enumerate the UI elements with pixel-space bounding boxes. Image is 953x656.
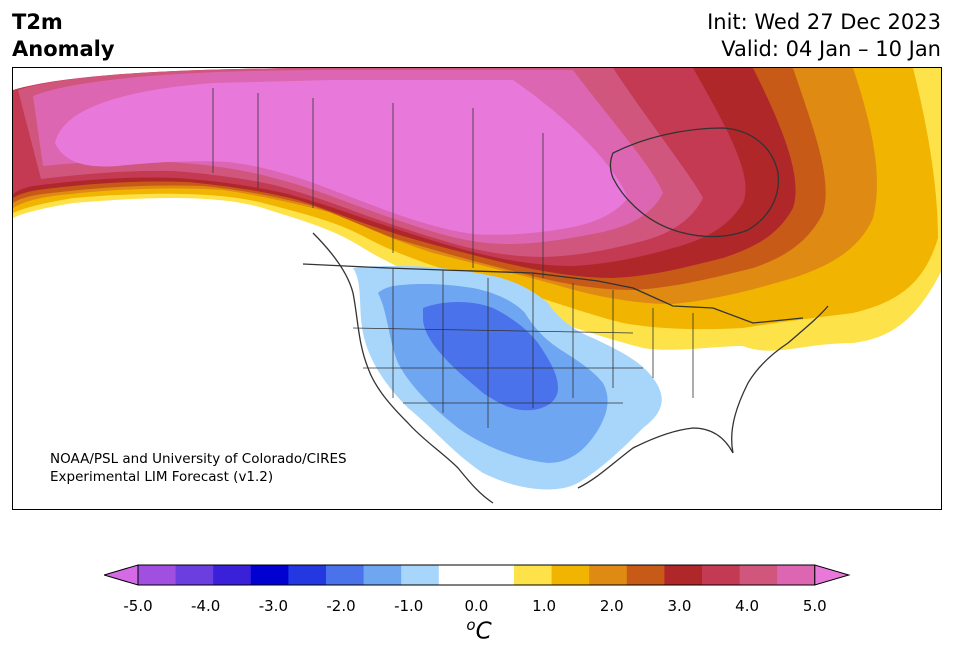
map-canvas [13,68,941,504]
colorbar-cell [326,565,365,585]
hudson-bay [609,127,780,238]
colorbar-cell [739,565,778,585]
unit-base: C [475,618,492,645]
colorbar [104,564,851,586]
colorbar-tick-label: 1.0 [532,597,557,615]
init-date: Init: Wed 27 Dec 2023 [707,10,941,34]
colorbar-tick-label: 4.0 [735,597,760,615]
colorbar-cell [476,565,515,585]
colorbar-cells [104,564,851,586]
colorbar-cell [514,565,553,585]
map-title-line2: Anomaly [12,37,115,61]
colorbar-cell [401,565,440,585]
anomaly-band-plus5 [55,80,628,235]
colorbar-tick-label: 3.0 [667,597,692,615]
colorbar-cell [288,565,327,585]
colorbar-tick-label: -3.0 [258,597,288,615]
gulf-coast [577,427,734,489]
anomaly-band-minus2 [423,302,558,411]
anomaly-map: NOAA/PSL and University of Colorado/CIRE… [12,67,942,510]
colorbar-tick-label: -1.0 [394,597,424,615]
colorbar-cell [664,565,703,585]
east-coast [731,305,829,454]
valid-range: Valid: 04 Jan – 10 Jan [721,37,941,61]
canada-province-lines [212,88,544,278]
colorbar-high-extension [814,564,851,586]
colorbar-cell [626,565,665,585]
coastline-group [212,88,829,504]
forecast-credit: NOAA/PSL and University of Colorado/CIRE… [50,450,347,486]
colorbar-tick-label: -4.0 [191,597,221,615]
map-title-line1: T2m [12,10,63,34]
map-title: T2m Anomaly [12,9,115,63]
forecast-dates: Init: Wed 27 Dec 2023 Valid: 04 Jan – 10… [707,9,941,63]
colorbar-cell [138,565,177,585]
colorbar-tick-label: -2.0 [326,597,356,615]
canada-us-border [302,263,804,324]
colorbar-cell [551,565,590,585]
colorbar-low-extension [104,564,139,586]
colorbar-unit: oC [466,616,491,645]
colorbar-cell [363,565,402,585]
colorbar-tick-label: 5.0 [802,597,827,615]
colorbar-tick-label: 0.0 [464,597,489,615]
colorbar-tick-label: 2.0 [599,597,624,615]
colorbar-cell [175,565,214,585]
colorbar-tick-label: -5.0 [123,597,153,615]
west-coast [312,232,494,504]
colorbar-cell [438,565,477,585]
colorbar-cell [250,565,289,585]
colorbar-cell [702,565,741,585]
unit-super: o [466,616,476,634]
credit-line2: Experimental LIM Forecast (v1.2) [50,469,274,485]
colorbar-cell [589,565,628,585]
credit-line1: NOAA/PSL and University of Colorado/CIRE… [50,451,347,467]
colorbar-cell [213,565,252,585]
us-state-lines [352,268,694,428]
colorbar-cell [777,565,816,585]
